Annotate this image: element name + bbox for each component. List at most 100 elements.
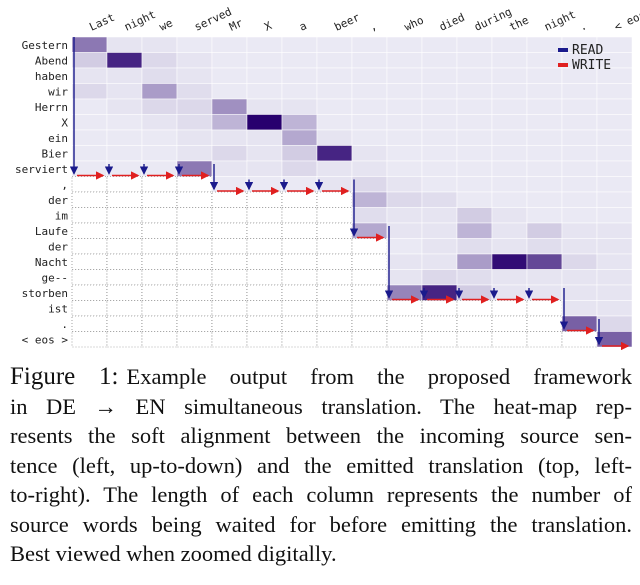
heat-cell: [457, 177, 492, 193]
heat-cell: [212, 53, 247, 69]
heat-cell: [352, 177, 387, 193]
heat-cell: [387, 192, 422, 208]
heat-cell: [597, 192, 632, 208]
heat-cell: [317, 84, 352, 100]
heat-cell: [492, 239, 527, 255]
row-label: Nacht: [35, 256, 68, 269]
masked-cell: [107, 208, 142, 224]
heat-cell: [282, 161, 317, 177]
heat-cell: [457, 223, 492, 239]
masked-cell: [282, 192, 317, 208]
masked-cell: [352, 270, 387, 286]
heat-cell: [527, 254, 562, 270]
heat-cell: [422, 161, 457, 177]
heat-cell: [247, 146, 282, 162]
masked-cell: [527, 332, 562, 348]
masked-cell: [352, 316, 387, 332]
heat-cell: [422, 192, 457, 208]
masked-cell: [177, 254, 212, 270]
heat-cell: [527, 239, 562, 255]
heat-cell: [282, 130, 317, 146]
masked-cell: [212, 332, 247, 348]
masked-cell: [72, 177, 107, 193]
heat-cell: [422, 146, 457, 162]
heat-cell: [177, 130, 212, 146]
row-label: X: [61, 116, 68, 129]
heat-cell: [492, 208, 527, 224]
masked-cell: [212, 223, 247, 239]
heat-cell: [247, 37, 282, 53]
masked-cell: [142, 301, 177, 317]
heat-cell: [387, 53, 422, 69]
heat-cell: [212, 99, 247, 115]
column-label: X: [262, 19, 274, 34]
heat-cell: [177, 161, 212, 177]
heat-cell: [492, 84, 527, 100]
heat-cell: [142, 68, 177, 84]
row-label: ist: [48, 302, 68, 315]
heat-cell: [562, 115, 597, 131]
masked-cell: [352, 239, 387, 255]
row-label: Bier: [42, 147, 69, 160]
heat-cell: [142, 37, 177, 53]
heat-cell: [352, 53, 387, 69]
masked-cell: [72, 332, 107, 348]
heat-cell: [247, 99, 282, 115]
heat-cell: [317, 130, 352, 146]
masked-cell: [492, 301, 527, 317]
heat-cell: [457, 239, 492, 255]
masked-cell: [317, 239, 352, 255]
masked-cell: [142, 177, 177, 193]
column-label: night: [122, 8, 158, 34]
heat-cell: [422, 130, 457, 146]
heat-cell: [422, 208, 457, 224]
masked-cell: [107, 332, 142, 348]
masked-cell: [212, 270, 247, 286]
heat-cell: [527, 99, 562, 115]
heat-cell: [352, 37, 387, 53]
heat-cell: [177, 84, 212, 100]
caption-text: Example output from the proposed framewo…: [126, 364, 632, 389]
heat-cell: [562, 192, 597, 208]
heat-cell: [282, 146, 317, 162]
heat-cell: [492, 68, 527, 84]
heat-cell: [527, 37, 562, 53]
masked-cell: [492, 332, 527, 348]
masked-cell: [212, 316, 247, 332]
heat-cell: [317, 115, 352, 131]
heat-cell: [597, 270, 632, 286]
masked-cell: [142, 285, 177, 301]
column-label: beer: [332, 11, 362, 34]
heat-cell: [492, 177, 527, 193]
heat-cell: [317, 68, 352, 84]
heat-cell: [387, 146, 422, 162]
masked-cell: [107, 239, 142, 255]
masked-cell: [247, 223, 282, 239]
masked-cell: [247, 192, 282, 208]
masked-cell: [212, 239, 247, 255]
masked-cell: [72, 285, 107, 301]
heat-cell: [457, 192, 492, 208]
heat-cell: [142, 99, 177, 115]
masked-cell: [177, 332, 212, 348]
heat-cell: [597, 84, 632, 100]
masked-cell: [177, 239, 212, 255]
masked-cell: [247, 254, 282, 270]
masked-cell: [317, 316, 352, 332]
masked-cell: [142, 270, 177, 286]
heat-cell: [282, 53, 317, 69]
masked-cell: [107, 177, 142, 193]
heat-cell: [387, 177, 422, 193]
heat-cell: [107, 161, 142, 177]
row-label: serviert: [15, 163, 68, 176]
masked-cell: [107, 192, 142, 208]
heat-cell: [562, 99, 597, 115]
heat-cell: [142, 53, 177, 69]
heat-cell: [142, 115, 177, 131]
heat-cell: [387, 37, 422, 53]
masked-cell: [107, 301, 142, 317]
heat-cell: [492, 130, 527, 146]
heat-cell: [457, 68, 492, 84]
heat-cell: [107, 130, 142, 146]
heat-cell: [597, 332, 632, 348]
